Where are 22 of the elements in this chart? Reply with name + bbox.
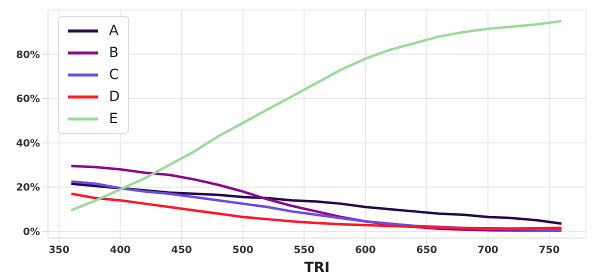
x-tick-label: 500 — [232, 245, 254, 256]
x-tick-label: 550 — [294, 245, 315, 256]
x-tick-label: 400 — [110, 245, 131, 256]
x-tick-label: 350 — [48, 245, 70, 256]
x-tick-label: 700 — [478, 245, 498, 256]
x-tick-label: 450 — [171, 245, 192, 256]
legend-label: E — [109, 111, 118, 127]
legend-label: B — [109, 45, 119, 61]
x-tick-label: 750 — [538, 245, 560, 256]
x-tick-label: 600 — [354, 245, 376, 256]
x-axis-title: TRI — [304, 260, 330, 276]
y-tick-label: 0% — [23, 226, 40, 238]
legend-label: D — [109, 89, 120, 105]
legend-label: C — [109, 67, 119, 83]
line-series — [70, 20, 563, 212]
legend-label: A — [109, 23, 119, 39]
x-tick-label: 650 — [416, 245, 438, 256]
y-tick-label: 60% — [16, 94, 40, 106]
line-series — [70, 192, 563, 230]
y-tick-label: 20% — [16, 182, 40, 194]
y-tick-label: 40% — [16, 138, 40, 150]
y-tick-label: 80% — [16, 50, 40, 61]
